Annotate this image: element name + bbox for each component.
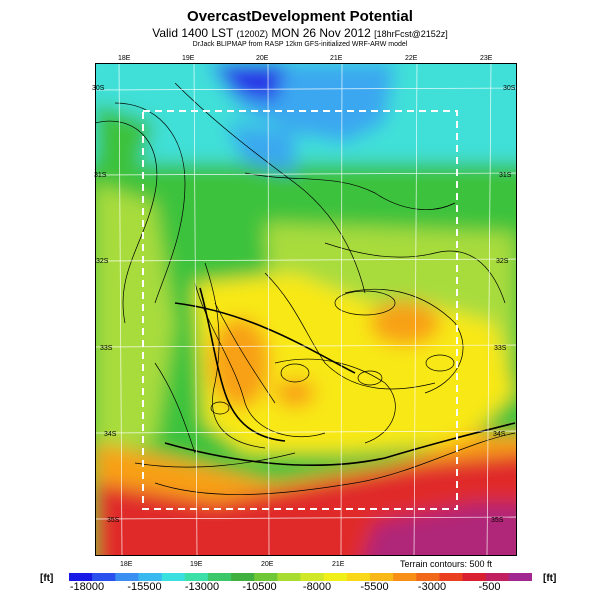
lat-label-right: 34S [493, 431, 506, 438]
colorbar-swatch [231, 573, 255, 581]
valid-date: MON 26 Nov 2012 [271, 26, 371, 40]
map-frame [95, 63, 517, 556]
colorbar-swatch [115, 573, 139, 581]
colorbar-swatch [485, 573, 510, 581]
colorbar-label: -8000 [302, 581, 332, 593]
lat-label-left: 35S [107, 517, 120, 524]
lat-label-right: 33S [494, 345, 507, 352]
colorbar-label: -15500 [127, 581, 162, 593]
lon-label-bottom: 18E [120, 561, 133, 568]
lon-label-top: 23E [480, 55, 493, 62]
lat-label-left: 30S [92, 85, 105, 92]
colorbar-swatch [92, 573, 116, 581]
valid-time: Valid 1400 LST (1200Z) MON 26 Nov 2012 [… [0, 26, 600, 40]
colorbar-label: -13000 [184, 581, 220, 593]
lat-label-left: 33S [100, 345, 113, 352]
colorbar-swatch [346, 573, 371, 581]
lon-label-bottom: 19E [190, 561, 203, 568]
color-field [95, 63, 517, 556]
lon-label-top: 21E [330, 55, 343, 62]
model-credit: DrJack BLIPMAP from RASP 12km GFS-initia… [192, 41, 408, 48]
lat-label-left: 32S [96, 258, 109, 265]
colorbar-unit-left: [ft] [40, 573, 54, 584]
colorbar-swatch [300, 573, 325, 581]
colorbar-swatch [184, 573, 209, 581]
colorbar-swatch [277, 573, 301, 581]
overcast-map [95, 63, 517, 556]
colorbar-swatch [462, 573, 487, 581]
forecast-info: [18hrFcst@2152z] [374, 29, 448, 39]
colorbar-unit-right: [ft] [543, 573, 557, 584]
lon-label-top: 22E [405, 55, 418, 62]
lon-label-bottom: 20E [261, 561, 274, 568]
colorbar-label: -500 [478, 581, 501, 593]
colorbar-swatch [393, 573, 417, 581]
colorbar-swatch [138, 573, 163, 581]
lon-label-bottom: 21E [332, 561, 345, 568]
inner-domain-box [142, 110, 458, 510]
colorbar-swatch [69, 573, 93, 581]
colorbar-label: -5500 [360, 581, 389, 593]
lon-label-top: 18E [118, 55, 131, 62]
colorbar-swatch [161, 573, 186, 581]
colorbar [69, 573, 532, 581]
lon-label-top: 19E [182, 55, 195, 62]
colorbar-swatch [254, 573, 278, 581]
lat-label-right: 35S [491, 517, 504, 524]
colorbar-swatch [439, 573, 464, 581]
colorbar-swatch [207, 573, 232, 581]
colorbar-swatch [416, 573, 440, 581]
lon-label-top: 20E [256, 55, 269, 62]
lat-label-right: 30S [503, 85, 516, 92]
coastline-ridge [164, 287, 516, 466]
valid-code: (1200Z) [236, 29, 269, 39]
latlon-grid [95, 63, 517, 556]
colorbar-swatch [369, 573, 394, 581]
lat-label-left: 31S [94, 172, 107, 179]
valid-prefix: Valid 1400 LST [152, 26, 234, 40]
colorbar-label: -18000 [69, 581, 105, 593]
lat-label-left: 34S [104, 431, 117, 438]
colorbar-swatch [508, 573, 532, 581]
lat-label-right: 32S [496, 258, 509, 265]
colorbar-label: -3000 [417, 581, 447, 593]
chart-title: OvercastDevelopment Potential [187, 8, 413, 25]
terrain-contours-note: Terrain contours: 500 ft [400, 559, 493, 569]
lat-label-right: 31S [499, 172, 512, 179]
colorbar-label: -10500 [242, 581, 277, 593]
colorbar-swatch [323, 573, 348, 581]
